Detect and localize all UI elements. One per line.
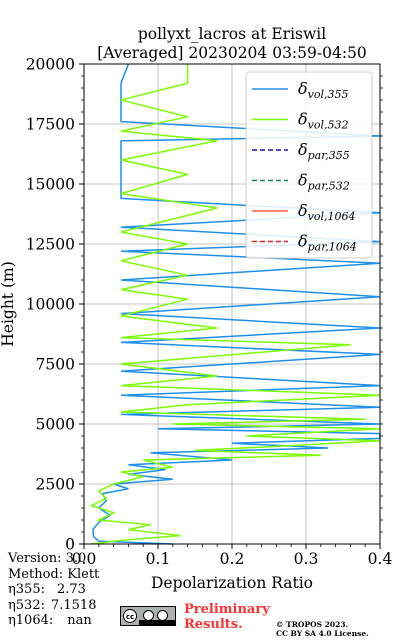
y-tick-label: 0 <box>65 536 75 554</box>
y-tick-label: 12500 <box>26 236 75 254</box>
x-tick-label: 0.1 <box>146 550 171 568</box>
eta355-row: η355: 2.73 <box>8 582 99 598</box>
footer-info: Version: 3.0 Method: Klett η355: 2.73 η53… <box>8 551 99 629</box>
eta1064-row: η1064: nan <box>8 613 99 629</box>
y-tick-label: 15000 <box>26 176 75 194</box>
x-tick-label: 0.0 <box>72 550 97 568</box>
eta355-value: 2.73 <box>56 582 86 597</box>
series-line-vol-532 <box>89 64 381 545</box>
legend: δvol,355 δvol,532 δpar,355 δpar,532 δvol,106… <box>245 71 373 259</box>
legend-label: δpar,355 <box>298 140 350 162</box>
version-text: Version: 3.0 <box>8 551 87 566</box>
preliminary-notice: Preliminary Results. <box>184 602 270 632</box>
legend-label: δvol,355 <box>298 79 349 101</box>
x-axis-label: Depolarization Ratio <box>151 574 313 592</box>
copyright-notice: © TROPOS 2023. CC BY SA 4.0 License. <box>276 620 369 638</box>
legend-label: δpar,1064 <box>298 232 357 254</box>
results-word: Results. <box>184 617 243 632</box>
method-text: Method: Klett <box>8 566 100 582</box>
eta355-label: η355: <box>8 582 45 597</box>
legend-label: δpar,532 <box>298 171 350 193</box>
y-tick-label: 2500 <box>36 476 75 494</box>
eta1064-label: η1064: <box>8 613 54 628</box>
y-tick-label: 17500 <box>26 116 75 134</box>
cc-icon: cc <box>123 609 137 623</box>
y-tick-label: 20000 <box>26 56 75 74</box>
series-layer <box>89 63 381 545</box>
x-tick-label: 0.3 <box>294 550 319 568</box>
eta1064-value: nan <box>67 613 92 628</box>
badge-strip <box>139 620 176 625</box>
legend-label: δvol,1064 <box>298 201 356 223</box>
y-tick-label: 5000 <box>36 416 75 434</box>
y-axis-label: Height (m) <box>0 261 17 347</box>
cc-license-badge: cc <box>120 606 176 626</box>
eta532-value: 7.1518 <box>50 597 97 613</box>
x-tick-label: 0.4 <box>368 550 393 568</box>
chart-title-line2: [Averaged] 20230204 03:59-04:50 <box>97 44 367 62</box>
copyright-line2: CC BY SA 4.0 License. <box>276 629 369 638</box>
legend-label: δvol,532 <box>298 110 349 132</box>
chart-title-line1: pollyxt_lacros at Eriswil <box>138 25 326 43</box>
y-tick-label: 10000 <box>26 296 75 314</box>
y-tick-label: 7500 <box>36 356 75 374</box>
preliminary-word: Preliminary <box>184 602 270 617</box>
x-tick-label: 0.2 <box>220 550 245 568</box>
copyright-line1: © TROPOS 2023. <box>276 620 349 629</box>
eta532-label: η532: <box>8 597 45 613</box>
axis-ticks: 0.0 0.1 0.2 0.3 0.4 0 2500 5000 7500 10000 12500 15… <box>26 56 393 569</box>
eta532-row: η532: 7.1518 <box>8 598 99 614</box>
